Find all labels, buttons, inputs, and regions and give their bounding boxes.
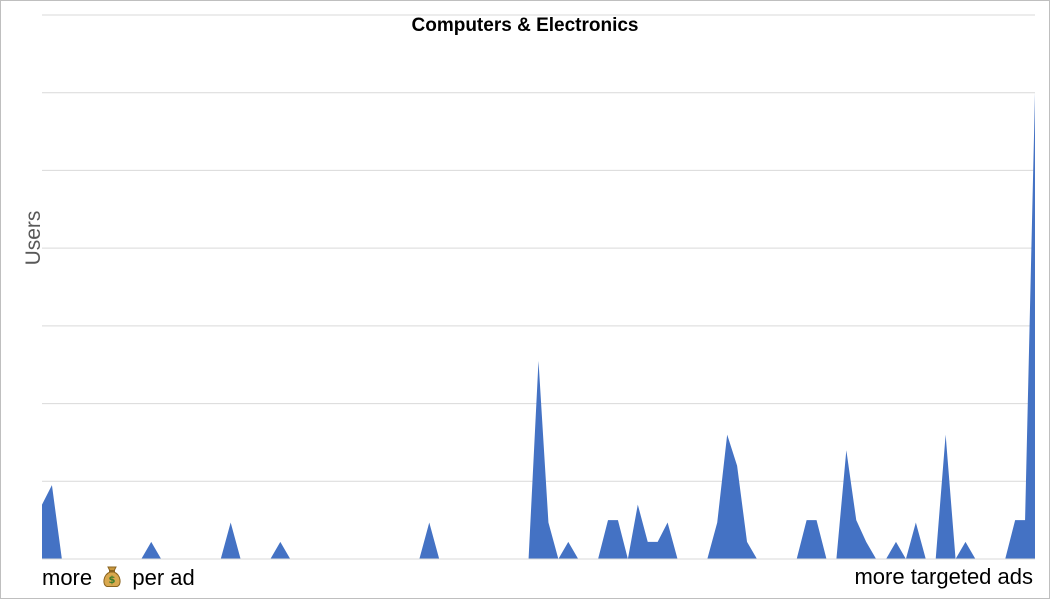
svg-text:$: $: [109, 575, 116, 586]
gridlines: [42, 14, 1035, 482]
chart-title: Computers & Electronics: [411, 15, 639, 36]
x-axis-label-left-before: more: [42, 565, 93, 590]
x-axis-label-left-after: per ad: [132, 565, 195, 590]
area-series: [42, 92, 1035, 560]
money-bag-icon: $: [101, 564, 123, 594]
x-axis-label-right: more targeted ads: [854, 564, 1033, 589]
y-axis-label: Users: [22, 210, 45, 266]
x-axis-label-left: more $ per ad: [42, 564, 195, 594]
